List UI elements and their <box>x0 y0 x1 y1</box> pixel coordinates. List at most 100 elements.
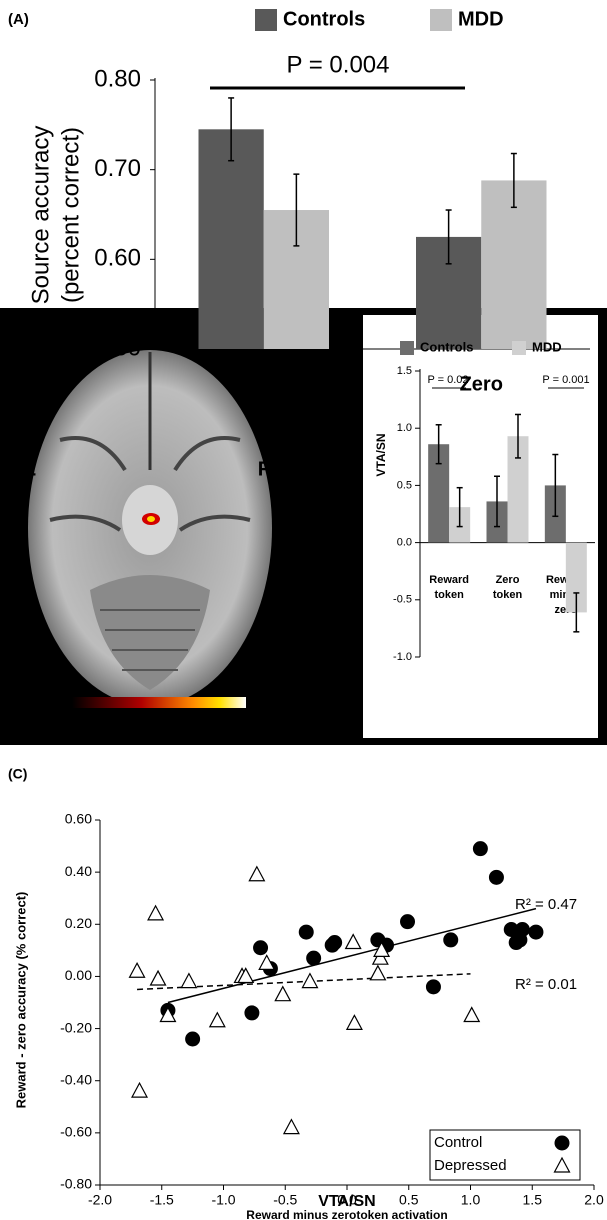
y-tick-label: 0.5 <box>397 479 412 491</box>
brain-image <box>28 350 272 706</box>
point <box>147 904 165 921</box>
point <box>369 964 387 981</box>
point <box>306 950 322 966</box>
bar <box>507 436 529 543</box>
x-tick-label: -1.0 <box>211 1192 235 1208</box>
bar <box>481 180 547 349</box>
y-tick-label: 1.5 <box>397 365 412 377</box>
y-tick-label: 0.80 <box>94 65 141 92</box>
panel-label: (C) <box>8 766 27 782</box>
bar <box>428 444 450 543</box>
legend-marker <box>553 1156 571 1173</box>
legend-label: MDD <box>532 339 562 354</box>
x-tick-label: token <box>434 589 464 601</box>
point <box>371 948 389 965</box>
point <box>327 935 343 951</box>
colorbar-tick-label: 0 <box>69 719 76 733</box>
colorbar-tick-label: 6 <box>112 719 119 733</box>
x-tick-label: -2.0 <box>88 1192 112 1208</box>
colorbar-tick-label: 18 <box>196 719 210 733</box>
point <box>208 1011 226 1028</box>
x-tick-label: token <box>493 589 523 601</box>
annotation: R² = 0.47 <box>515 896 577 913</box>
bar <box>198 129 264 349</box>
panel-label: (A) <box>8 11 29 28</box>
trend-line <box>167 907 537 1004</box>
point <box>373 941 391 957</box>
legend-label: MDD <box>458 8 504 30</box>
point <box>282 1118 300 1135</box>
point <box>128 961 146 978</box>
y-tick-label: 0.70 <box>94 155 141 182</box>
legend-marker <box>554 1135 570 1151</box>
y-tick-label: -0.80 <box>60 1176 92 1192</box>
point <box>512 932 528 948</box>
colorbar <box>72 697 246 708</box>
point <box>528 924 544 940</box>
point <box>274 985 292 1002</box>
point <box>180 972 198 989</box>
point <box>131 1081 149 1098</box>
image-label: L <box>24 458 36 480</box>
legend-label: Controls <box>420 339 473 354</box>
point <box>488 869 504 885</box>
y-tick-label: 0.40 <box>65 863 92 879</box>
point <box>400 914 416 930</box>
legend-swatch <box>255 9 277 31</box>
y-axis-label: Source accuracy <box>27 126 54 305</box>
y-axis-label: VTA/SN <box>374 433 388 476</box>
y-tick-label: -0.40 <box>60 1071 92 1087</box>
y-tick-label: -0.5 <box>393 594 412 606</box>
annotation: R² = 0.01 <box>515 976 577 993</box>
panel-label: (B) <box>8 316 27 332</box>
point <box>253 940 269 956</box>
point <box>298 924 314 940</box>
legend-label: Depressed <box>434 1157 507 1174</box>
x-tick-label: Zero <box>496 574 520 586</box>
y-tick-label: 0.0 <box>397 537 412 549</box>
point <box>159 1006 177 1023</box>
annotation: P = 0.004 <box>287 51 390 78</box>
x-tick-label: -1.5 <box>150 1192 174 1208</box>
x-tick-label: -0.5 <box>273 1192 297 1208</box>
point <box>472 841 488 857</box>
point <box>463 1006 481 1023</box>
legend-swatch <box>512 341 526 355</box>
x-tick-label: 1.0 <box>461 1192 481 1208</box>
point <box>185 1031 201 1047</box>
legend-swatch <box>430 9 452 31</box>
x-tick-label: 0.0 <box>337 1192 357 1208</box>
point <box>258 954 276 970</box>
point <box>443 932 459 948</box>
x-tick-label: Zero <box>460 373 503 395</box>
point <box>425 979 441 995</box>
point <box>244 1005 260 1021</box>
legend-label: Controls <box>283 8 365 30</box>
legend-swatch <box>400 341 414 355</box>
colorbar-tick-label: 12 <box>152 719 166 733</box>
legend-label: Control <box>434 1134 482 1151</box>
x-tick-label: 1.5 <box>523 1192 543 1208</box>
annotation: P = 0.02 <box>427 374 468 386</box>
x-axis-label: VTA/SN <box>318 1193 375 1210</box>
y-tick-label: 0.00 <box>65 967 92 983</box>
x-tick-label: Reward <box>429 574 469 586</box>
point <box>301 972 319 989</box>
point <box>149 969 167 986</box>
y-tick-label: 0.50 <box>94 334 141 361</box>
y-tick-label: -0.20 <box>60 1019 92 1035</box>
colorbar-tick-label: 24 <box>239 719 253 733</box>
y-tick-label: -0.60 <box>60 1124 92 1140</box>
x-tick-label: Reward <box>228 373 300 395</box>
bar <box>565 542 587 613</box>
point <box>345 1014 363 1030</box>
x-tick-label: 0.5 <box>399 1192 419 1208</box>
y-tick-label: 0.60 <box>94 245 141 272</box>
image-label: R <box>258 458 273 480</box>
x-tick-label: 2.0 <box>584 1192 604 1208</box>
y-tick-label: -1.0 <box>393 651 412 663</box>
point <box>248 865 266 882</box>
point <box>237 967 255 984</box>
annotation: P = 0.001 <box>542 374 589 386</box>
y-axis-label: Reward - zero accuracy (% correct) <box>13 892 28 1109</box>
